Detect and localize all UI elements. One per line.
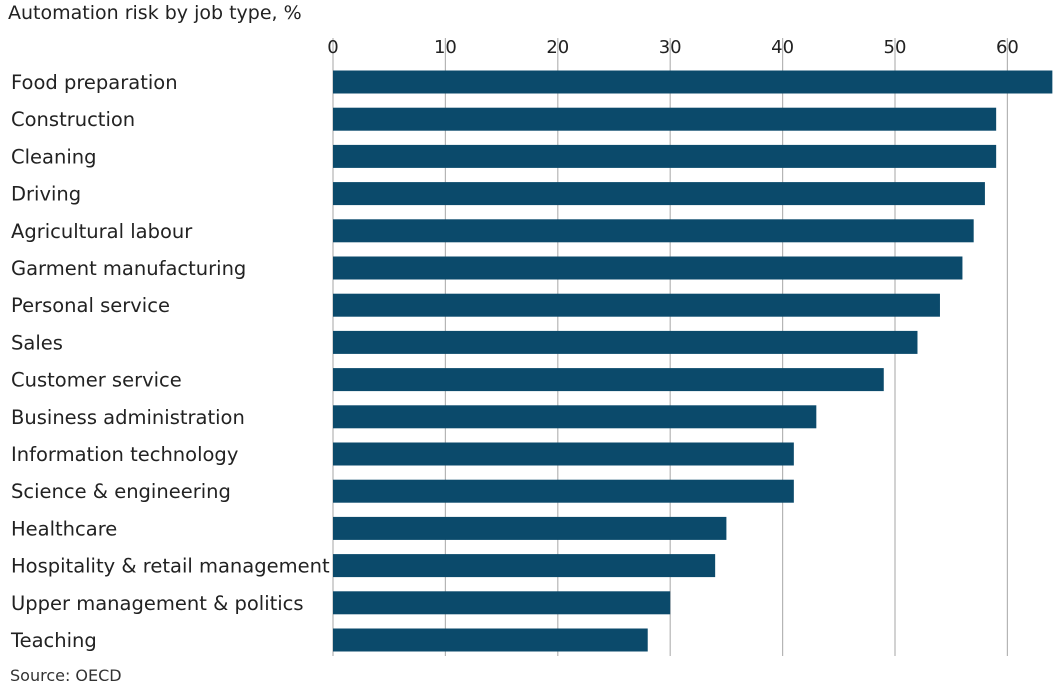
category-labels: Food preparation Construction Cleaning Driv… [10, 71, 330, 652]
bar-8 [333, 368, 884, 392]
bar-6 [333, 293, 940, 317]
bar-5 [333, 256, 963, 280]
category-label-3: Driving [11, 183, 81, 206]
category-label-7: Sales [11, 331, 63, 354]
category-label-2: Cleaning [11, 145, 97, 168]
bar-2 [333, 144, 997, 168]
x-tick-labels: 0 10 20 30 40 50 60 [327, 37, 1019, 58]
category-label-12: Healthcare [11, 517, 117, 540]
bar-7 [333, 330, 918, 354]
category-label-6: Personal service [11, 294, 170, 317]
bar-13 [333, 554, 716, 578]
x-tick-label-30: 30 [659, 37, 682, 58]
x-tick-label-40: 40 [771, 37, 794, 58]
category-label-14: Upper management & politics [11, 592, 304, 615]
x-tick-label-10: 10 [434, 37, 457, 58]
category-label-15: Teaching [10, 629, 97, 652]
category-label-5: Garment manufacturing [11, 257, 246, 280]
source-note: Source: OECD [10, 666, 122, 685]
chart-title: Automation risk by job type, % [8, 2, 302, 24]
bar-9 [333, 405, 817, 429]
x-tick-label-20: 20 [546, 37, 569, 58]
category-label-11: Science & engineering [11, 480, 231, 503]
category-label-9: Business administration [11, 406, 245, 429]
bar-10 [333, 442, 794, 466]
bar-4 [333, 219, 974, 243]
category-label-10: Information technology [11, 443, 238, 466]
bar-3 [333, 182, 985, 206]
category-label-8: Customer service [11, 369, 182, 392]
bar-14 [333, 591, 671, 615]
bar-11 [333, 479, 794, 503]
x-tick-label-0: 0 [327, 37, 338, 58]
x-tick-label-50: 50 [884, 37, 907, 58]
bar-15 [333, 628, 648, 652]
bar-12 [333, 516, 727, 540]
category-label-4: Agricultural labour [11, 220, 193, 243]
category-label-0: Food preparation [11, 71, 178, 94]
x-tick-label-60: 60 [996, 37, 1019, 58]
category-label-1: Construction [11, 108, 135, 131]
category-label-13: Hospitality & retail management [11, 555, 330, 578]
bar-0 [333, 70, 1053, 94]
bars [333, 70, 1053, 652]
bar-1 [333, 107, 997, 131]
